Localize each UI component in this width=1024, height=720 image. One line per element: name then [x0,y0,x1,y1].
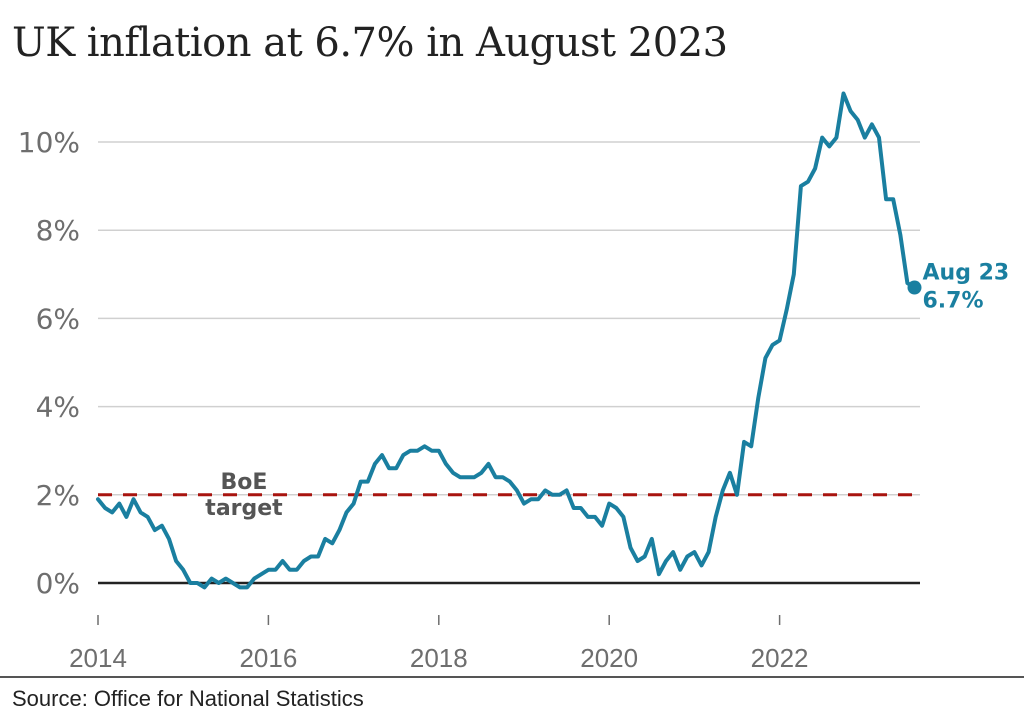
end-label-value: 6.7% [923,289,984,314]
source-divider [0,676,1024,678]
cpi-series-line [96,91,917,590]
boe-target-label: BoE [221,470,268,495]
y-tick-label: 10% [18,126,80,159]
x-tick-label: 2018 [410,643,468,673]
y-tick-label: 6% [36,302,80,335]
y-tick-label: 0% [36,567,80,600]
y-tick-label: 2% [36,479,80,512]
y-tick-label: 4% [36,391,80,424]
x-tick-label: 2014 [69,643,127,673]
source-note: Source: Office for National Statistics [12,686,364,711]
end-label-date: Aug 23 [923,261,1010,286]
x-tick-label: 2022 [751,643,809,673]
gridlines [98,141,920,496]
chart-title: UK inflation at 6.7% in August 2023 [12,20,728,66]
y-axis-tick-labels: 0% 2% 4% 6% 8% 10% [18,126,80,600]
x-tick-label: 2020 [580,643,638,673]
x-tick-label: 2016 [239,643,297,673]
y-tick-label: 8% [36,214,80,247]
boe-target-label-line2: target [205,496,283,521]
end-point-marker [907,280,922,295]
x-axis: 2014 2016 2018 2020 2022 [69,615,809,673]
